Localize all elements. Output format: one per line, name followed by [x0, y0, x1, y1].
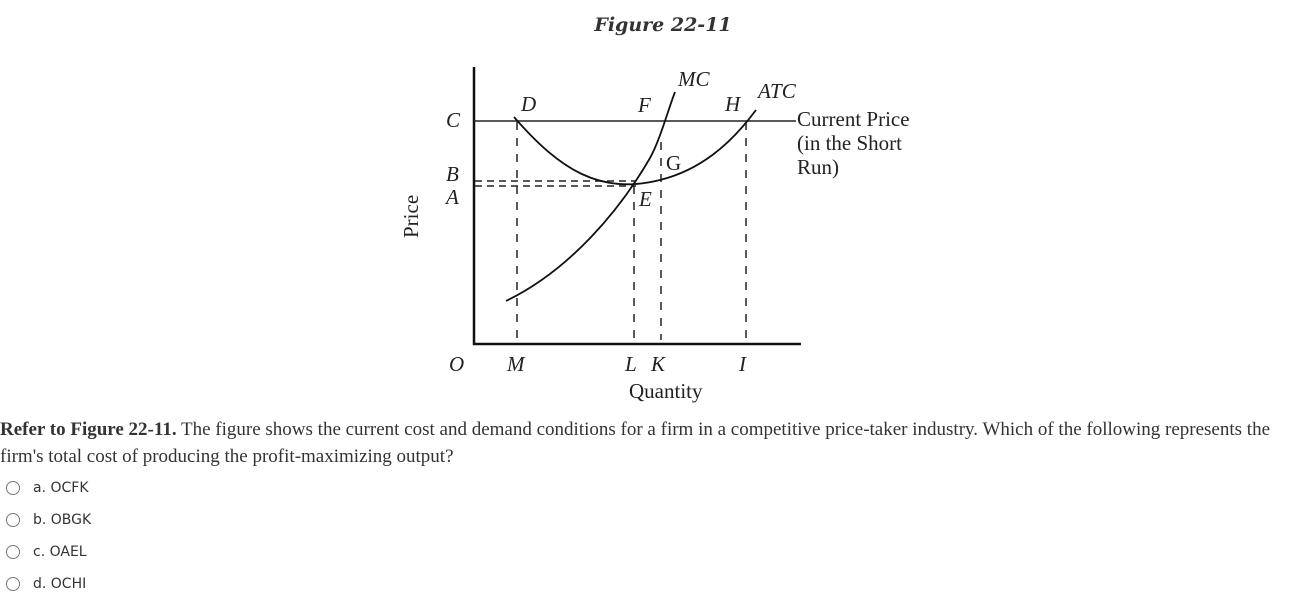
price-c-label: C [446, 108, 461, 132]
point-h-label: H [724, 92, 742, 116]
current-price-label-line2: (in the Short [797, 131, 902, 155]
x-axis-label: Quantity [629, 379, 703, 403]
option-b[interactable]: b. OBGK [0, 504, 91, 536]
question-text: Refer to Figure 22-11. The figure shows … [0, 416, 1308, 470]
current-price-label-line3: Run) [797, 155, 839, 179]
y-axis-label: Price [399, 195, 423, 238]
quantity-l-label: L [624, 352, 637, 376]
point-d-label: D [520, 92, 536, 116]
point-e-label: E [638, 187, 652, 211]
price-a-label: A [444, 185, 459, 209]
current-price-label-line1: Current Price [797, 107, 910, 131]
quantity-k-label: K [650, 352, 666, 376]
option-b-radio[interactable] [6, 513, 20, 527]
quantity-i-label: I [738, 352, 747, 376]
mc-curve [505, 91, 676, 302]
atc-curve [513, 109, 757, 186]
answer-options: a. OCFK b. OBGK c. OAEL d. OCHI [0, 472, 91, 600]
cost-curves-diagram: MC ATC D F H G E C B A O M L K I Quantit… [399, 67, 910, 403]
option-d-label: d. OCHI [33, 576, 87, 592]
option-d[interactable]: d. OCHI [0, 568, 91, 600]
atc-label: ATC [756, 79, 797, 103]
option-c-radio[interactable] [6, 545, 20, 559]
point-g-label: G [666, 151, 681, 175]
option-a-radio[interactable] [6, 481, 20, 495]
point-f-label: F [637, 93, 651, 117]
origin-label: O [449, 352, 464, 376]
option-c[interactable]: c. OAEL [0, 536, 91, 568]
question-reference: Refer to Figure 22-11. [0, 419, 177, 440]
option-a[interactable]: a. OCFK [0, 472, 91, 504]
figure-title: Figure 22-11 [594, 14, 732, 36]
quantity-m-label: M [506, 352, 526, 376]
price-b-label: B [446, 162, 459, 186]
question-body: The figure shows the current cost and de… [0, 419, 1271, 467]
option-b-label: b. OBGK [33, 512, 92, 528]
mc-label: MC [677, 67, 710, 91]
option-c-label: c. OAEL [33, 544, 87, 560]
option-a-label: a. OCFK [33, 480, 89, 496]
